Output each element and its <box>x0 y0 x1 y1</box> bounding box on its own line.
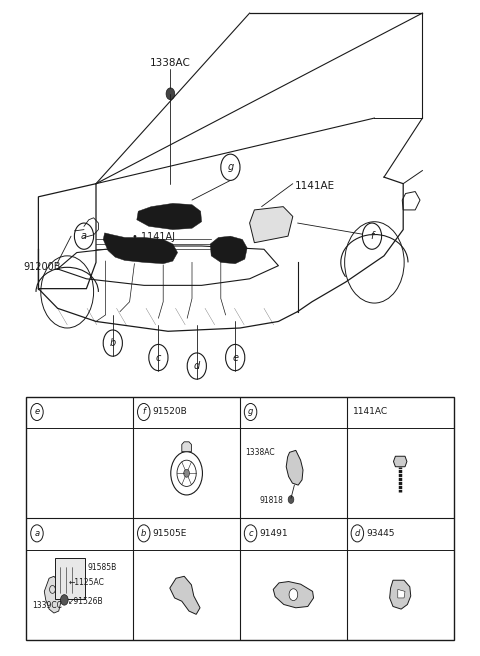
Text: d: d <box>355 529 360 538</box>
Circle shape <box>184 469 190 478</box>
Text: c: c <box>156 352 161 363</box>
Text: a: a <box>81 231 87 241</box>
Text: 1338AC: 1338AC <box>245 448 275 457</box>
Text: 1338AC: 1338AC <box>150 58 191 68</box>
Text: g: g <box>227 162 234 173</box>
Text: d: d <box>193 361 200 371</box>
Polygon shape <box>398 589 405 598</box>
Text: ←1125AC: ←1125AC <box>68 579 104 587</box>
Text: 1141AE: 1141AE <box>295 180 336 191</box>
Text: b: b <box>109 338 116 348</box>
Text: e: e <box>35 407 39 417</box>
Text: a: a <box>35 529 39 538</box>
Text: f: f <box>142 407 145 417</box>
Text: ↙91526B: ↙91526B <box>68 597 104 605</box>
Text: 91585B: 91585B <box>87 563 117 571</box>
Polygon shape <box>170 577 200 614</box>
Text: 1339CC: 1339CC <box>32 601 62 609</box>
Text: 91491: 91491 <box>259 529 288 538</box>
Text: 91520B: 91520B <box>153 407 187 417</box>
Text: f: f <box>370 231 374 241</box>
Polygon shape <box>286 450 303 485</box>
Polygon shape <box>44 577 61 613</box>
Circle shape <box>289 589 298 601</box>
Polygon shape <box>394 457 407 467</box>
Text: 91200B: 91200B <box>23 262 60 272</box>
Text: • 1141AJ: • 1141AJ <box>132 232 175 243</box>
Text: 91818: 91818 <box>259 497 283 505</box>
Polygon shape <box>137 203 202 230</box>
Text: b: b <box>141 529 146 538</box>
Text: c: c <box>248 529 253 538</box>
Polygon shape <box>390 580 411 609</box>
Polygon shape <box>103 233 178 264</box>
Polygon shape <box>182 442 192 451</box>
Circle shape <box>288 496 294 504</box>
FancyBboxPatch shape <box>55 558 85 598</box>
Polygon shape <box>250 207 293 243</box>
Polygon shape <box>402 192 420 210</box>
Circle shape <box>166 88 175 100</box>
Polygon shape <box>273 582 313 607</box>
Text: 91505E: 91505E <box>153 529 187 538</box>
Text: 1141AC: 1141AC <box>352 407 388 417</box>
Circle shape <box>60 594 68 605</box>
Polygon shape <box>210 236 247 264</box>
Text: g: g <box>248 407 253 417</box>
Text: e: e <box>232 352 238 363</box>
Text: 93445: 93445 <box>366 529 395 538</box>
